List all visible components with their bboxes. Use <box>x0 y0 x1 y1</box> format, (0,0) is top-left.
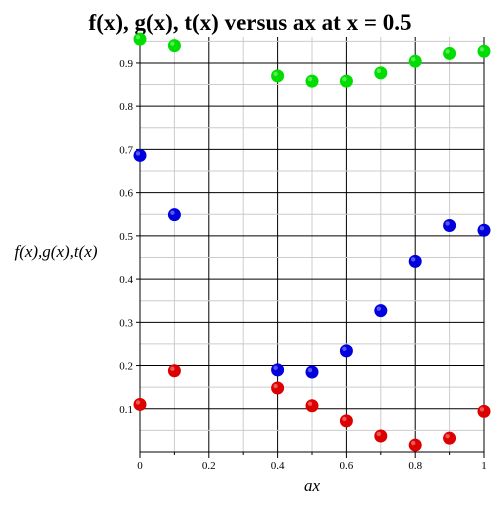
data-point-highlight <box>135 400 141 405</box>
data-point-highlight <box>342 76 347 82</box>
data-point-series-2 <box>339 344 353 358</box>
data-point-series-2 <box>167 208 181 222</box>
data-point-series-3 <box>305 399 319 413</box>
data-point-highlight <box>376 68 381 74</box>
data-point-series-2 <box>443 218 457 232</box>
data-point-series-2 <box>374 304 388 318</box>
data-point-highlight <box>411 257 416 262</box>
data-point-series-1 <box>408 54 422 68</box>
y-tick-label: 0.9 <box>119 58 133 70</box>
x-tick-label: 0.6 <box>340 460 354 472</box>
data-point-series-3 <box>374 429 388 443</box>
data-point-series-3 <box>167 364 181 378</box>
data-point-highlight <box>135 151 141 156</box>
data-point-series-1 <box>133 32 147 46</box>
data-point-highlight <box>479 47 485 52</box>
data-point-series-3 <box>408 438 422 452</box>
data-point-highlight <box>411 440 416 446</box>
data-point-series-2 <box>133 148 147 162</box>
data-point-series-2 <box>477 223 491 237</box>
data-point-series-2 <box>271 363 285 377</box>
x-tick-label: 0.2 <box>202 460 216 472</box>
data-point-series-1 <box>167 39 181 53</box>
x-tick-label: 0.8 <box>408 460 422 472</box>
data-point-highlight <box>307 367 313 373</box>
data-point-highlight <box>273 71 278 77</box>
data-point-highlight <box>445 433 450 439</box>
data-point-highlight <box>170 210 175 215</box>
grid-layer <box>139 37 485 452</box>
data-point-series-3 <box>271 381 285 395</box>
data-point-series-1 <box>339 74 353 88</box>
y-tick-label: 0.7 <box>119 144 133 156</box>
x-axis-label: ax <box>304 476 321 495</box>
x-tick-label: 0 <box>137 460 143 472</box>
data-point-series-3 <box>477 404 491 418</box>
y-tick-label: 0.1 <box>119 404 133 416</box>
data-point-series-3 <box>443 431 457 445</box>
x-tick-label: 0.4 <box>271 460 285 472</box>
data-point-series-2 <box>305 365 319 379</box>
data-point-highlight <box>479 226 485 231</box>
chart-title: f(x), g(x), t(x) versus ax at x = 0.5 <box>89 10 412 35</box>
data-point-highlight <box>445 49 450 54</box>
data-point-series-2 <box>408 254 422 268</box>
y-tick-label: 0.2 <box>119 361 133 373</box>
data-point-highlight <box>376 431 381 437</box>
y-tick-label: 0.5 <box>119 231 133 243</box>
data-point-highlight <box>170 366 175 371</box>
y-tick-label: 0.8 <box>119 101 133 113</box>
data-point-series-3 <box>339 414 353 428</box>
data-point-highlight <box>342 346 347 352</box>
data-point-highlight <box>342 416 347 422</box>
data-point-highlight <box>445 221 450 226</box>
data-point-highlight <box>273 383 278 389</box>
data-point-highlight <box>135 34 141 40</box>
data-point-highlight <box>479 407 485 412</box>
data-point-series-3 <box>133 397 147 411</box>
y-tick-label: 0.3 <box>119 317 133 329</box>
data-point-highlight <box>376 306 381 311</box>
data-point-series-1 <box>271 69 285 83</box>
data-point-series-1 <box>443 46 457 60</box>
data-point-highlight <box>170 41 175 46</box>
y-tick-label: 0.6 <box>119 188 133 200</box>
points-layer <box>133 32 491 452</box>
x-tick-label: 1 <box>481 460 487 472</box>
data-point-series-1 <box>374 66 388 80</box>
data-point-series-1 <box>477 44 491 58</box>
axis-layer <box>136 37 485 458</box>
data-point-highlight <box>307 401 313 406</box>
data-point-series-1 <box>305 74 319 88</box>
data-point-highlight <box>273 365 278 371</box>
data-point-highlight <box>411 57 416 62</box>
data-point-highlight <box>307 76 313 82</box>
y-axis-label: f(x),g(x),t(x) <box>14 242 97 261</box>
tick-layer: 0 0.2 0.4 0.6 0.8 1 0.1 0.2 0.3 0.4 0.5 0.6 0.7 0.8 0.… <box>119 58 487 472</box>
y-tick-label: 0.4 <box>119 274 133 286</box>
